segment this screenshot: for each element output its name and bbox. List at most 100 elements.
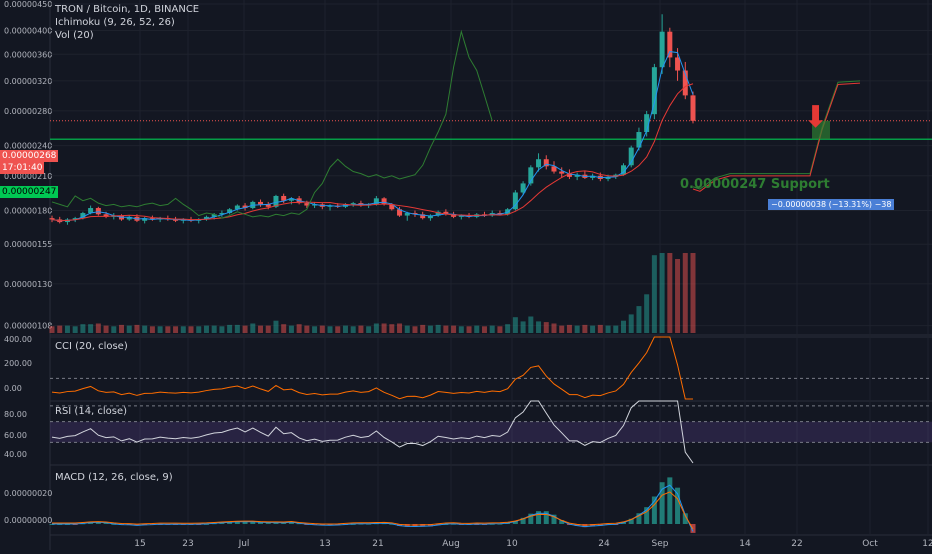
candle-body: [566, 173, 572, 177]
time-tick-label: 15: [134, 539, 145, 549]
volume-bar: [435, 324, 441, 333]
candle-body: [543, 159, 549, 167]
signal-line: [52, 491, 694, 530]
candle-body: [80, 213, 86, 219]
candle-body: [49, 218, 55, 220]
volume-bar: [126, 325, 132, 333]
macd-histogram-bar: [659, 482, 665, 524]
measure-tooltip: −0.00000038 (−13.31%) −38: [768, 199, 895, 210]
candle-body: [427, 215, 433, 219]
volume-bar: [520, 321, 526, 333]
volume-bar: [165, 326, 171, 333]
macd-histogram-bar: [265, 522, 271, 524]
support-price-tag: 0.00000247: [0, 186, 59, 198]
macd-histogram-bar: [288, 521, 294, 524]
price-tick-label: 0.00000360: [4, 50, 52, 59]
volume-bar: [57, 325, 63, 333]
candle-body: [690, 95, 696, 121]
macd-histogram-bar: [636, 513, 642, 524]
volume-bar: [644, 294, 650, 333]
macd-histogram-bar: [682, 513, 688, 524]
volume-bar: [288, 325, 294, 333]
volume-bar: [536, 321, 542, 333]
cci-legend: CCI (20, close): [55, 340, 128, 353]
volume-bar: [651, 255, 657, 333]
measure-box: [812, 120, 830, 140]
candle-body: [265, 204, 271, 207]
candle-body: [219, 213, 225, 215]
time-tick-label: 12: [922, 539, 932, 549]
macd-histogram-bar: [404, 524, 410, 527]
macd-histogram-bar: [258, 521, 264, 524]
support-annotation[interactable]: 0.00000247 Support: [680, 177, 830, 192]
macd-histogram-bar: [528, 513, 534, 524]
candle-body: [373, 198, 379, 205]
chart-legend: TRON / Bitcoin, 1D, BINANCE Ichimoku (9,…: [55, 3, 199, 42]
volume-bar: [119, 324, 125, 333]
volume-bar: [675, 259, 681, 333]
volume-bar: [281, 324, 287, 333]
price-tick-label: 0.00000155: [4, 240, 52, 249]
volume-bar: [304, 325, 310, 333]
volume-bar: [566, 324, 572, 333]
last-price-tag: 0.00000268: [0, 150, 59, 162]
candle-body: [95, 208, 101, 215]
macd-histogram-bar: [667, 477, 673, 524]
macd-histogram-bar: [675, 487, 681, 524]
volume-bar: [211, 325, 217, 333]
macd-tick: 0.00000020: [4, 489, 52, 498]
macd-histogram-bar: [651, 496, 657, 524]
macd-histogram-bar: [536, 511, 542, 524]
volume-bar: [443, 325, 449, 333]
candle-body: [227, 209, 233, 214]
candle-body: [420, 214, 426, 219]
macd-histogram-bar: [103, 522, 109, 524]
volume-bar: [451, 325, 457, 333]
cci-tick: 200.00: [4, 359, 32, 368]
price-tick-label: 0.00000180: [4, 207, 52, 216]
rsi-band: [50, 421, 932, 443]
volume-bar: [373, 323, 379, 333]
volume-bar: [64, 325, 70, 333]
volume-bar: [319, 325, 325, 333]
cloud-span-b: [692, 82, 861, 192]
macd-histogram-bar: [559, 520, 565, 524]
volume-bar: [481, 326, 487, 333]
time-tick-label: Aug: [442, 539, 460, 549]
volume-bar: [497, 326, 503, 333]
down-arrow-icon[interactable]: ⬇: [803, 100, 829, 135]
macd-histogram-bar: [88, 522, 94, 524]
macd-histogram-bar: [95, 521, 101, 524]
macd-histogram-bar: [134, 524, 140, 526]
volume-bar: [690, 253, 696, 333]
volume-bar: [605, 325, 611, 333]
price-tick-label: 0.00000210: [4, 172, 52, 181]
lagging-span: [51, 29, 493, 219]
volume-bar: [180, 326, 186, 333]
volume-legend: Vol (20): [55, 30, 94, 41]
ichimoku-legend: Ichimoku (9, 26, 52, 26): [55, 17, 175, 28]
macd-tick: 0.00000000: [4, 516, 52, 525]
macd-histogram-bar: [597, 524, 603, 526]
volume-bar: [420, 324, 426, 333]
volume-bar: [265, 325, 271, 333]
rsi-legend: RSI (14, close): [55, 405, 127, 418]
volume-bar: [149, 326, 155, 333]
candle-body: [667, 31, 673, 58]
volume-bar: [196, 326, 202, 333]
macd-histogram-bar: [250, 521, 256, 524]
volume-bar: [258, 325, 264, 333]
volume-bar: [219, 326, 225, 333]
candle-body: [149, 218, 155, 220]
volume-bar: [597, 324, 603, 333]
volume-bar: [590, 325, 596, 333]
volume-bar: [466, 326, 472, 333]
volume-bar: [559, 325, 565, 333]
candle-body: [312, 204, 318, 206]
cloud-span-a: [692, 80, 861, 190]
time-tick-label: 14: [739, 539, 751, 549]
candle-body: [605, 176, 611, 180]
macd-histogram-bar: [242, 521, 248, 524]
